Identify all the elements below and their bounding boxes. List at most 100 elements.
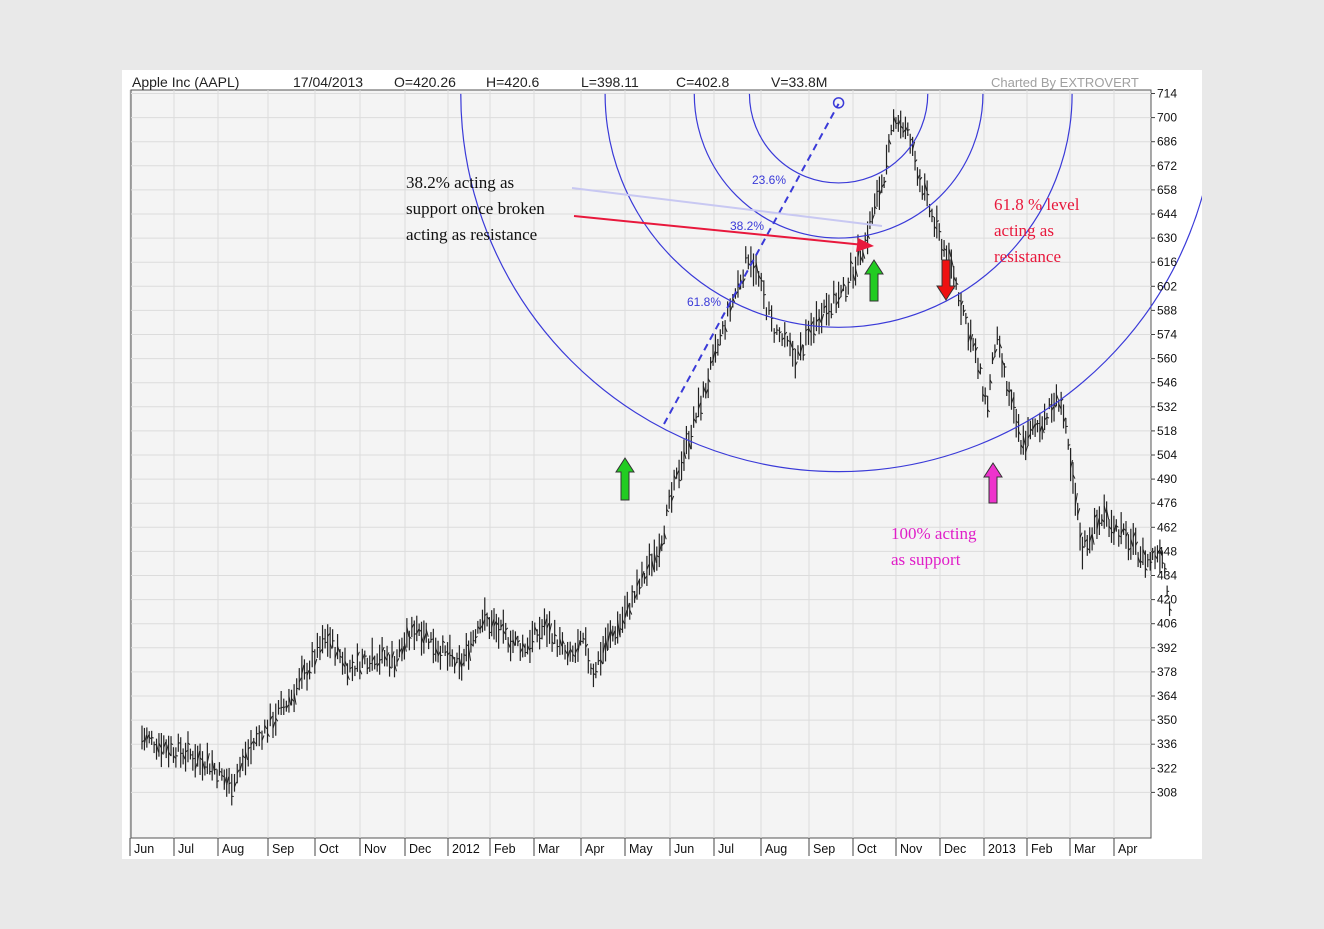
price-bar-close — [639, 586, 642, 590]
price-bar-close — [1063, 417, 1066, 423]
x-tick-label: Jul — [178, 842, 194, 856]
price-bar-close — [475, 635, 478, 639]
y-tick-label: 602 — [1157, 279, 1177, 293]
price-bar-close — [185, 750, 188, 753]
price-bar-close — [374, 663, 377, 666]
price-bar-close — [242, 755, 246, 759]
price-bar-close — [329, 643, 333, 650]
price-bar-close — [643, 576, 647, 580]
price-bar-close — [950, 258, 954, 268]
fib-level-label: 38.2% — [730, 219, 764, 233]
price-bar-close — [500, 623, 504, 628]
y-tick-label: 392 — [1157, 641, 1177, 655]
price-bar-close — [211, 760, 215, 771]
price-bar-close — [712, 351, 716, 361]
price-bar-close — [671, 495, 675, 502]
price-bar-close — [678, 479, 682, 482]
price-bar-close — [1046, 416, 1050, 419]
price-bar-close — [408, 636, 412, 640]
price-bar-close — [902, 129, 906, 133]
price-bar-close — [1008, 389, 1012, 393]
price-bar-close — [1044, 417, 1047, 421]
price-bar-close — [810, 321, 814, 326]
price-bar-close — [700, 412, 704, 415]
price-bar-close — [797, 350, 801, 357]
price-bar-close — [626, 602, 630, 611]
price-bar-close — [151, 736, 154, 739]
price-bar-close — [904, 126, 908, 131]
price-bar-close — [970, 334, 974, 342]
price-bar-close — [493, 621, 497, 627]
price-bar-close — [607, 631, 611, 643]
price-bar-close — [507, 642, 511, 648]
price-bar-close — [554, 634, 558, 637]
price-bar-close — [1070, 460, 1074, 468]
price-bar-close — [534, 626, 538, 632]
price-bar-close — [982, 393, 986, 398]
x-tick-label: Apr — [1118, 842, 1137, 856]
price-bar-close — [267, 733, 270, 737]
price-bar-close — [564, 649, 568, 654]
x-tick-label: Jun — [674, 842, 694, 856]
price-bar-close — [178, 742, 181, 744]
price-bar-close — [421, 636, 424, 644]
price-bar-close — [776, 329, 779, 331]
fib-arc — [693, 93, 984, 239]
y-tick-label: 560 — [1157, 352, 1177, 366]
price-bar-close — [967, 334, 971, 343]
x-tick-label: Sep — [813, 842, 835, 856]
price-bar-close — [319, 649, 323, 653]
x-tick-label: 2013 — [988, 842, 1016, 856]
price-bar-close — [802, 354, 806, 357]
price-bar-close — [593, 672, 596, 676]
price-bar-close — [850, 260, 854, 265]
signal-arrow-up — [983, 462, 1003, 504]
price-bar-close — [1082, 545, 1085, 549]
y-tick-label: 308 — [1157, 785, 1177, 799]
price-bar-close — [1123, 528, 1126, 531]
price-bar-close — [352, 661, 355, 664]
price-bar-close — [236, 769, 240, 774]
price-bar-close — [1162, 562, 1165, 564]
price-bar-close — [729, 305, 733, 312]
price-bar-close — [272, 721, 276, 729]
price-bar-close — [1157, 550, 1160, 553]
price-bar-close — [559, 638, 563, 647]
price-bar-close — [1144, 567, 1148, 571]
price-bar-close — [886, 165, 889, 168]
price-bar-close — [813, 332, 817, 336]
x-tick-label: Nov — [364, 842, 387, 856]
price-bar-close — [975, 346, 978, 352]
price-bar-close — [900, 125, 904, 129]
price-bar-close — [389, 666, 392, 669]
price-bars — [141, 109, 1172, 806]
x-tick-label: Apr — [585, 842, 604, 856]
y-tick-label: 350 — [1157, 713, 1177, 727]
price-bar-close — [631, 590, 635, 593]
price-bar-close — [649, 554, 652, 556]
price-bar-close — [194, 762, 198, 770]
annotation-text: 100% acting — [891, 524, 977, 543]
price-bar-close — [624, 609, 628, 620]
price-bar-close — [1106, 509, 1110, 520]
price-bar-close — [1169, 608, 1172, 612]
x-tick-label: Oct — [857, 842, 877, 856]
price-bar-close — [634, 594, 638, 600]
price-bar-close — [972, 342, 976, 347]
price-bar-close — [941, 248, 944, 252]
price-bar-close — [1142, 548, 1146, 555]
price-bar-close — [1086, 547, 1090, 551]
price-bar-close — [216, 780, 220, 782]
fib-arc — [460, 93, 1202, 473]
price-bar-close — [1051, 406, 1055, 411]
price-bar-close — [1108, 525, 1112, 530]
price-bar-close — [693, 418, 697, 422]
price-bar-close — [1099, 522, 1102, 525]
price-bar-close — [519, 648, 523, 653]
price-bar-close — [339, 655, 343, 658]
y-tick-label: 644 — [1157, 207, 1177, 221]
price-bar-close — [425, 629, 429, 637]
price-bar-close — [512, 639, 516, 647]
price-bar-close — [293, 693, 297, 705]
price-bar-close — [1115, 525, 1119, 528]
